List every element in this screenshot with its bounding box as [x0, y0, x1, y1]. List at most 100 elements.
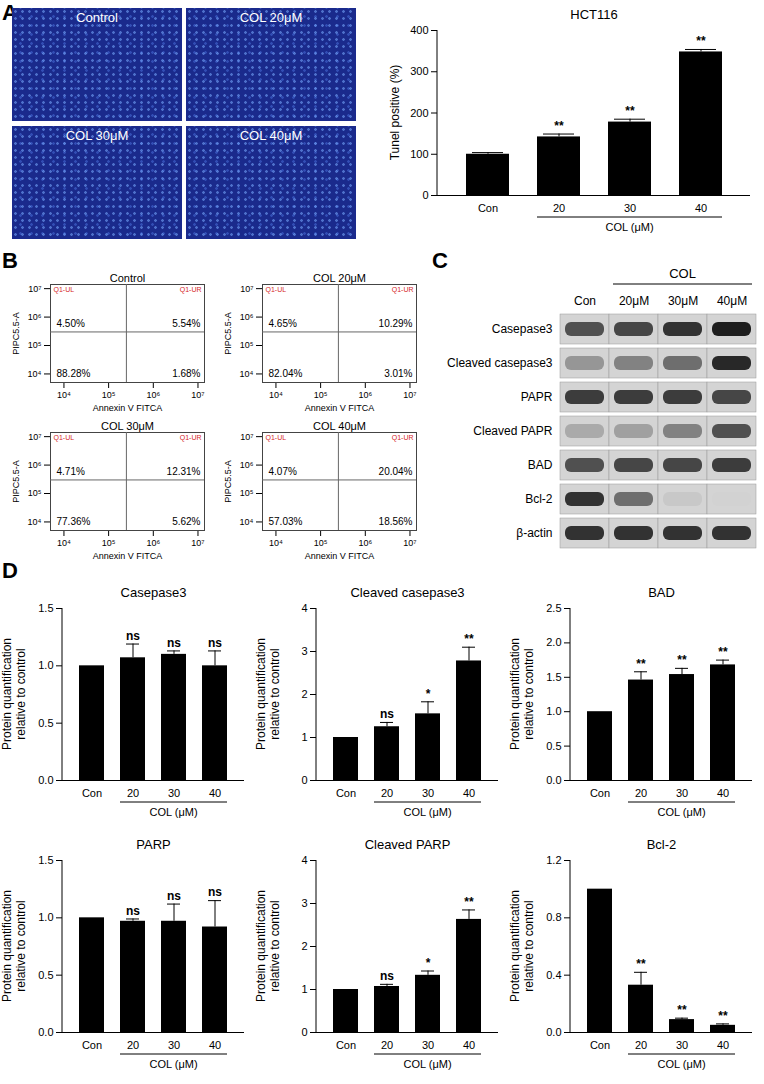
svg-text:PIPC5.5-A: PIPC5.5-A [223, 460, 233, 503]
svg-text:0: 0 [301, 774, 307, 786]
svg-text:4: 4 [301, 602, 307, 614]
svg-text:4: 4 [301, 854, 307, 866]
svg-text:COL 30μM: COL 30μM [101, 420, 154, 432]
svg-text:30: 30 [676, 1039, 688, 1051]
svg-text:4.07%: 4.07% [269, 466, 297, 477]
svg-text:2.0: 2.0 [546, 636, 561, 648]
svg-text:10⁷: 10⁷ [240, 284, 253, 294]
svg-text:Annexin V FITCA: Annexin V FITCA [305, 403, 375, 413]
svg-text:10⁵: 10⁵ [240, 340, 254, 350]
svg-text:PAPR: PAPR [521, 390, 553, 404]
svg-text:10⁴: 10⁴ [269, 538, 283, 548]
svg-text:COL 40μM: COL 40μM [313, 420, 366, 432]
svg-text:10⁶: 10⁶ [146, 538, 160, 548]
svg-text:*: * [426, 687, 431, 701]
svg-text:10⁶: 10⁶ [240, 312, 254, 322]
svg-text:20: 20 [635, 1039, 647, 1051]
svg-text:82.04%: 82.04% [269, 368, 303, 379]
svg-text:40: 40 [463, 1039, 475, 1051]
svg-text:COL (μM): COL (μM) [149, 1058, 197, 1070]
svg-text:1.0: 1.0 [546, 705, 561, 717]
svg-text:Cleaved casepase3: Cleaved casepase3 [350, 585, 464, 600]
svg-text:10⁷: 10⁷ [191, 390, 204, 400]
svg-text:Protein quantificationrelative: Protein quantificationrelative to contro… [254, 638, 282, 750]
svg-text:1: 1 [301, 983, 307, 995]
svg-text:88.28%: 88.28% [57, 368, 91, 379]
svg-text:**: ** [696, 34, 706, 48]
svg-text:0: 0 [301, 1026, 307, 1038]
svg-text:**: ** [636, 657, 646, 671]
svg-text:10⁵: 10⁵ [240, 488, 254, 498]
svg-text:30: 30 [168, 1039, 180, 1051]
svg-text:Q1-UR: Q1-UR [180, 286, 202, 294]
svg-text:PARP: PARP [136, 837, 170, 852]
svg-text:10⁷: 10⁷ [240, 432, 253, 442]
svg-text:*: * [426, 956, 431, 970]
svg-text:20: 20 [381, 1039, 393, 1051]
svg-text:Q1-UL: Q1-UL [54, 434, 75, 442]
svg-text:18.56%: 18.56% [379, 516, 413, 527]
svg-text:30: 30 [422, 787, 434, 799]
svg-text:10⁶: 10⁶ [240, 460, 254, 470]
svg-text:BAD: BAD [648, 585, 675, 600]
svg-text:10⁷: 10⁷ [28, 432, 41, 442]
svg-text:10⁶: 10⁶ [146, 390, 160, 400]
svg-text:Con: Con [82, 1039, 102, 1051]
svg-text:10⁷: 10⁷ [403, 390, 416, 400]
svg-text:**: ** [718, 645, 728, 659]
svg-text:4.65%: 4.65% [269, 318, 297, 329]
svg-text:COL (μM): COL (μM) [403, 806, 451, 818]
svg-text:57.03%: 57.03% [269, 516, 303, 527]
svg-text:12.31%: 12.31% [167, 466, 201, 477]
svg-text:**: ** [464, 632, 474, 646]
svg-text:20μM: 20μM [619, 294, 649, 308]
svg-text:40: 40 [717, 1039, 729, 1051]
svg-text:Con: Con [336, 787, 356, 799]
svg-text:10⁵: 10⁵ [314, 538, 328, 548]
svg-text:10⁷: 10⁷ [28, 284, 41, 294]
svg-text:2: 2 [301, 940, 307, 952]
svg-text:Bcl-2: Bcl-2 [525, 492, 553, 506]
svg-text:4.50%: 4.50% [57, 318, 85, 329]
svg-text:3: 3 [301, 645, 307, 657]
svg-text:10⁴: 10⁴ [28, 369, 42, 379]
svg-text:Q1-UL: Q1-UL [54, 286, 75, 294]
svg-text:ns: ns [380, 707, 394, 721]
svg-text:40: 40 [463, 787, 475, 799]
svg-text:10⁶: 10⁶ [358, 390, 372, 400]
svg-text:10⁴: 10⁴ [28, 517, 42, 527]
svg-text:20: 20 [381, 787, 393, 799]
svg-text:10⁶: 10⁶ [358, 538, 372, 548]
svg-text:Q1-UL: Q1-UL [266, 286, 287, 294]
svg-text:30: 30 [624, 202, 636, 214]
svg-text:40: 40 [717, 787, 729, 799]
svg-text:COL (μM): COL (μM) [149, 806, 197, 818]
svg-text:200: 200 [410, 107, 428, 119]
svg-text:COL (μM): COL (μM) [605, 221, 653, 233]
svg-text:300: 300 [410, 65, 428, 77]
svg-text:4.71%: 4.71% [57, 466, 85, 477]
svg-text:HCT116: HCT116 [570, 7, 617, 22]
svg-text:ns: ns [126, 629, 140, 643]
svg-text:3.01%: 3.01% [384, 368, 412, 379]
svg-text:0.0: 0.0 [38, 774, 53, 786]
svg-text:β-actin: β-actin [516, 526, 552, 540]
svg-text:10⁷: 10⁷ [403, 538, 416, 548]
svg-text:**: ** [554, 119, 564, 133]
svg-text:30: 30 [168, 787, 180, 799]
svg-text:Cleaved PAPR: Cleaved PAPR [473, 424, 552, 438]
svg-text:Casepase3: Casepase3 [121, 585, 187, 600]
svg-text:Con: Con [336, 1039, 356, 1051]
svg-text:10⁵: 10⁵ [314, 390, 328, 400]
svg-text:Annexin V FITCA: Annexin V FITCA [305, 551, 375, 561]
svg-text:Protein quantificationrelative: Protein quantificationrelative to contro… [0, 890, 28, 1002]
svg-text:Q1-UR: Q1-UR [180, 434, 202, 442]
svg-text:40: 40 [209, 1039, 221, 1051]
svg-text:40: 40 [209, 787, 221, 799]
svg-text:1.5: 1.5 [38, 602, 53, 614]
svg-text:10⁴: 10⁴ [269, 390, 283, 400]
svg-text:1.0: 1.0 [38, 911, 53, 923]
svg-text:10⁷: 10⁷ [191, 538, 204, 548]
svg-text:10⁵: 10⁵ [28, 340, 42, 350]
svg-text:40: 40 [695, 202, 707, 214]
